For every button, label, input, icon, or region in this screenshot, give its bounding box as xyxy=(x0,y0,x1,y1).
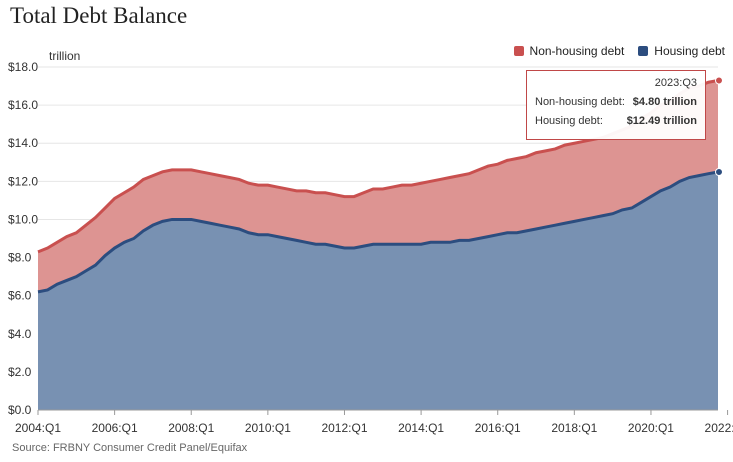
y-tick-label: $4.0 xyxy=(8,327,32,341)
x-tick-label: 2022:Q1 xyxy=(705,421,733,435)
unit-label: trillion xyxy=(49,49,80,63)
y-tick-label: $8.0 xyxy=(8,251,32,265)
x-tick-label: 2012:Q1 xyxy=(321,421,367,435)
tooltip: 2023:Q3 Non-housing debt: $4.80 trillion… xyxy=(526,70,706,140)
y-tick-label: $10.0 xyxy=(8,212,38,226)
x-tick-label: 2006:Q1 xyxy=(92,421,138,435)
tooltip-value: $12.49 trillion xyxy=(626,115,697,127)
legend-label-non-housing: Non-housing debt xyxy=(529,44,625,58)
legend-item-non-housing[interactable]: Non-housing debt xyxy=(513,44,625,58)
y-tick-label: $2.0 xyxy=(8,365,32,379)
x-tick-label: 2016:Q1 xyxy=(475,421,521,435)
legend-swatch-housing xyxy=(638,46,649,56)
chart-title: Total Debt Balance xyxy=(10,3,188,28)
x-tick-label: 2014:Q1 xyxy=(398,421,444,435)
y-tick-label: $18.0 xyxy=(8,60,38,74)
tooltip-label: Non-housing debt: xyxy=(535,96,625,108)
tooltip-label: Housing debt: xyxy=(535,115,603,127)
y-tick-label: $12.0 xyxy=(8,174,38,188)
non-housing-end-point xyxy=(715,76,723,85)
y-tick-label: $14.0 xyxy=(8,136,38,150)
x-tick-label: 2004:Q1 xyxy=(15,421,61,435)
non-housing-area xyxy=(38,80,718,292)
housing-line xyxy=(37,170,719,294)
housing-area xyxy=(38,171,718,410)
x-tick-label: 2008:Q1 xyxy=(168,421,214,435)
housing-end-point xyxy=(715,167,723,176)
legend-item-housing[interactable]: Housing debt xyxy=(638,44,725,58)
x-tick-label: 2018:Q1 xyxy=(551,421,597,435)
tooltip-row-non-housing: Non-housing debt: $4.80 trillion xyxy=(535,96,697,108)
legend: Non-housing debt Housing debt xyxy=(513,44,725,58)
y-tick-label: $16.0 xyxy=(8,98,38,112)
legend-swatch-non-housing xyxy=(513,46,524,56)
x-tick-label: 2010:Q1 xyxy=(245,421,291,435)
tooltip-row-housing: Housing debt: $12.49 trillion xyxy=(535,115,697,127)
legend-label-housing: Housing debt xyxy=(654,44,725,58)
tooltip-value: $4.80 trillion xyxy=(632,96,697,108)
y-tick-label: $6.0 xyxy=(8,289,32,303)
source-note: Source: FRBNY Consumer Credit Panel/Equi… xyxy=(12,442,248,454)
tooltip-period: 2023:Q3 xyxy=(654,77,697,89)
x-tick-label: 2020:Q1 xyxy=(628,421,674,435)
y-tick-label: $0.0 xyxy=(8,403,32,417)
